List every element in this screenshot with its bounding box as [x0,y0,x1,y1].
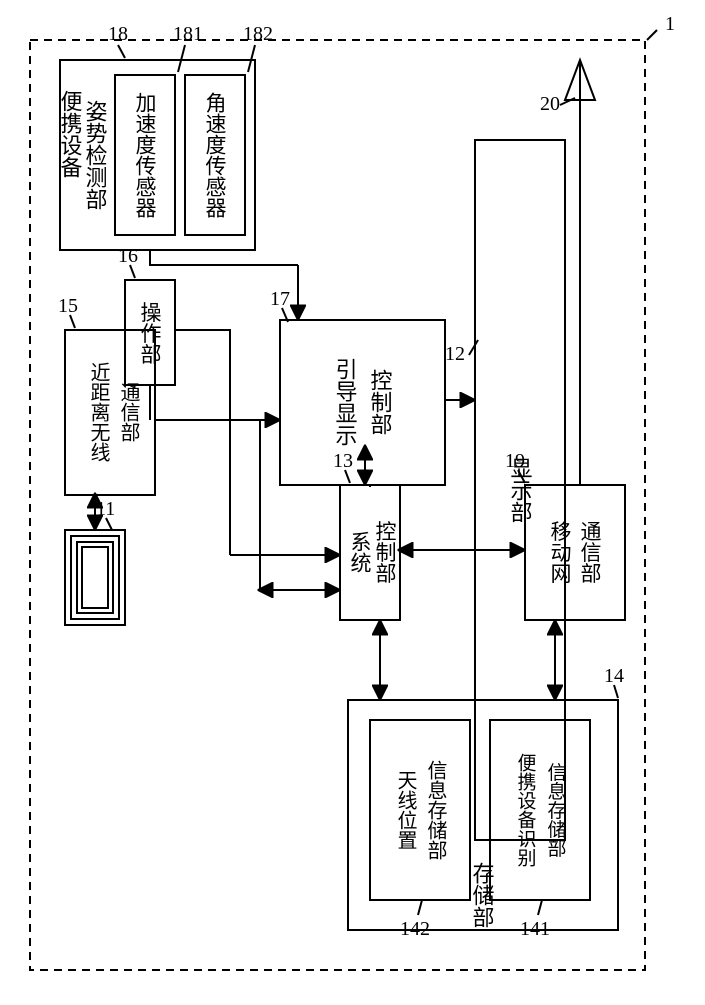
label-15b: 通信部 [117,382,140,442]
ref-141: 141 [520,918,550,940]
block-11 [65,530,125,625]
ref-14: 14 [604,665,624,687]
ref-15: 15 [58,295,78,317]
leader-12 [469,340,478,355]
block-11-r1 [71,536,119,619]
label-17b: 控制部 [368,369,393,435]
conn-15-bus [155,420,260,590]
label-17a: 引导显示 [333,358,358,446]
ref-182: 182 [243,23,273,45]
ref-142: 142 [400,918,430,940]
label-13b: 控制部 [373,521,397,584]
label-13a: 系统 [348,531,372,573]
ref-181: 181 [173,23,203,45]
ref-20: 20 [540,93,560,115]
ref-12: 12 [445,343,465,365]
ref-11: 11 [96,498,115,520]
label-142a: 天线位置 [394,770,417,850]
ref-17: 17 [270,288,290,310]
block-diagram: 便携设备 1 显示部 12 姿势检测部 18 加速度传感器 181 角速度传感器… [0,0,705,1000]
block-17 [280,320,445,485]
label-18: 姿势检测部 [83,100,108,210]
ref-18: 18 [108,23,128,45]
leader-142 [418,900,422,915]
conn-16-bus [175,330,230,555]
leader-141 [538,900,542,915]
leader-18 [118,45,125,58]
conn-18-horiz [150,250,298,265]
label-19a: 移动网 [548,521,572,584]
block-142 [370,720,470,900]
label-19b: 通信部 [578,521,602,584]
label-15a: 近距离无线 [87,362,110,462]
leader-181 [178,45,185,72]
block-11-r3 [82,547,108,608]
leader-182 [248,45,255,72]
label-141a: 便携设备识别 [515,753,537,867]
block-19 [525,485,625,620]
label-142b: 信息存储部 [424,760,447,860]
block-141 [490,720,590,900]
ref-1: 1 [665,13,675,35]
label-16: 操作部 [138,302,162,365]
ref-13: 13 [333,450,353,472]
label-141b: 信息存储部 [545,762,567,857]
label-182: 角速度传感器 [203,92,227,218]
outer-title: 便携设备 [58,90,83,178]
leader-1 [647,30,657,40]
ref-19: 19 [505,450,525,472]
label-181: 加速度传感器 [133,92,157,218]
ref-16: 16 [118,245,138,267]
